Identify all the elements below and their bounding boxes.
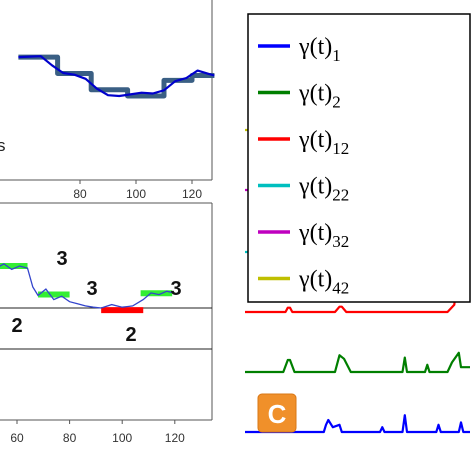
state-segment-label: 2 bbox=[11, 315, 22, 337]
legend-entry-base: γ(t) bbox=[298, 34, 332, 60]
legend-entry: γ(t)32 bbox=[298, 220, 349, 251]
bottom-left-x-tick-label: 120 bbox=[165, 431, 185, 445]
gamma-series-2 bbox=[245, 351, 470, 374]
legend-entry-subscript: 32 bbox=[332, 232, 349, 251]
state-segment-label: 3 bbox=[170, 278, 181, 300]
top-left-x-tick-label: 100 bbox=[126, 187, 146, 201]
bottom-left-series-1 bbox=[0, 263, 175, 309]
top-left-series-2 bbox=[18, 55, 215, 98]
legend-entry: γ(t)1 bbox=[298, 34, 341, 65]
gamma-series-1 bbox=[245, 414, 470, 434]
top-left-x-tick-label: 120 bbox=[182, 187, 202, 201]
panel-label: C bbox=[268, 399, 287, 429]
legend-entry: γ(t)22 bbox=[298, 174, 349, 205]
legend-entry-base: γ(t) bbox=[298, 267, 332, 293]
right-plot: γ(t)1γ(t)2γ(t)12γ(t)22γ(t)32γ(t)42 C bbox=[245, 13, 471, 434]
bottom-left-x-tick-label: 100 bbox=[112, 431, 132, 445]
legend-box bbox=[247, 13, 471, 303]
top-left-fragment-text: s bbox=[0, 136, 6, 155]
bottom-left-x-tick-label: 80 bbox=[63, 431, 77, 445]
top-left-series-1 bbox=[18, 54, 215, 99]
panel-label-badge bbox=[257, 393, 297, 433]
legend-entry-base: γ(t) bbox=[298, 81, 332, 107]
legend-entry: γ(t)42 bbox=[298, 267, 349, 298]
top-left-plot: s 80 100 120 bbox=[0, 0, 215, 201]
legend-entry-base: γ(t) bbox=[298, 127, 332, 153]
state-segment-label: 2 bbox=[125, 324, 136, 346]
legend-entry: γ(t)12 bbox=[298, 127, 349, 158]
legend-entry: γ(t)2 bbox=[298, 81, 341, 112]
bottom-left-x-tick-label: 60 bbox=[10, 431, 24, 445]
state-segment-label: 3 bbox=[86, 278, 97, 300]
legend-entry-subscript: 12 bbox=[332, 139, 349, 158]
legend-entry-subscript: 42 bbox=[332, 279, 349, 298]
legend-entry-subscript: 2 bbox=[332, 93, 341, 112]
legend-entry-subscript: 22 bbox=[332, 186, 349, 205]
state-segment-label: 3 bbox=[56, 248, 67, 270]
legend-entry-base: γ(t) bbox=[298, 174, 332, 200]
legend-entry-subscript: 1 bbox=[332, 46, 341, 65]
legend-entry-base: γ(t) bbox=[298, 220, 332, 246]
top-left-x-tick-label: 80 bbox=[73, 187, 87, 201]
